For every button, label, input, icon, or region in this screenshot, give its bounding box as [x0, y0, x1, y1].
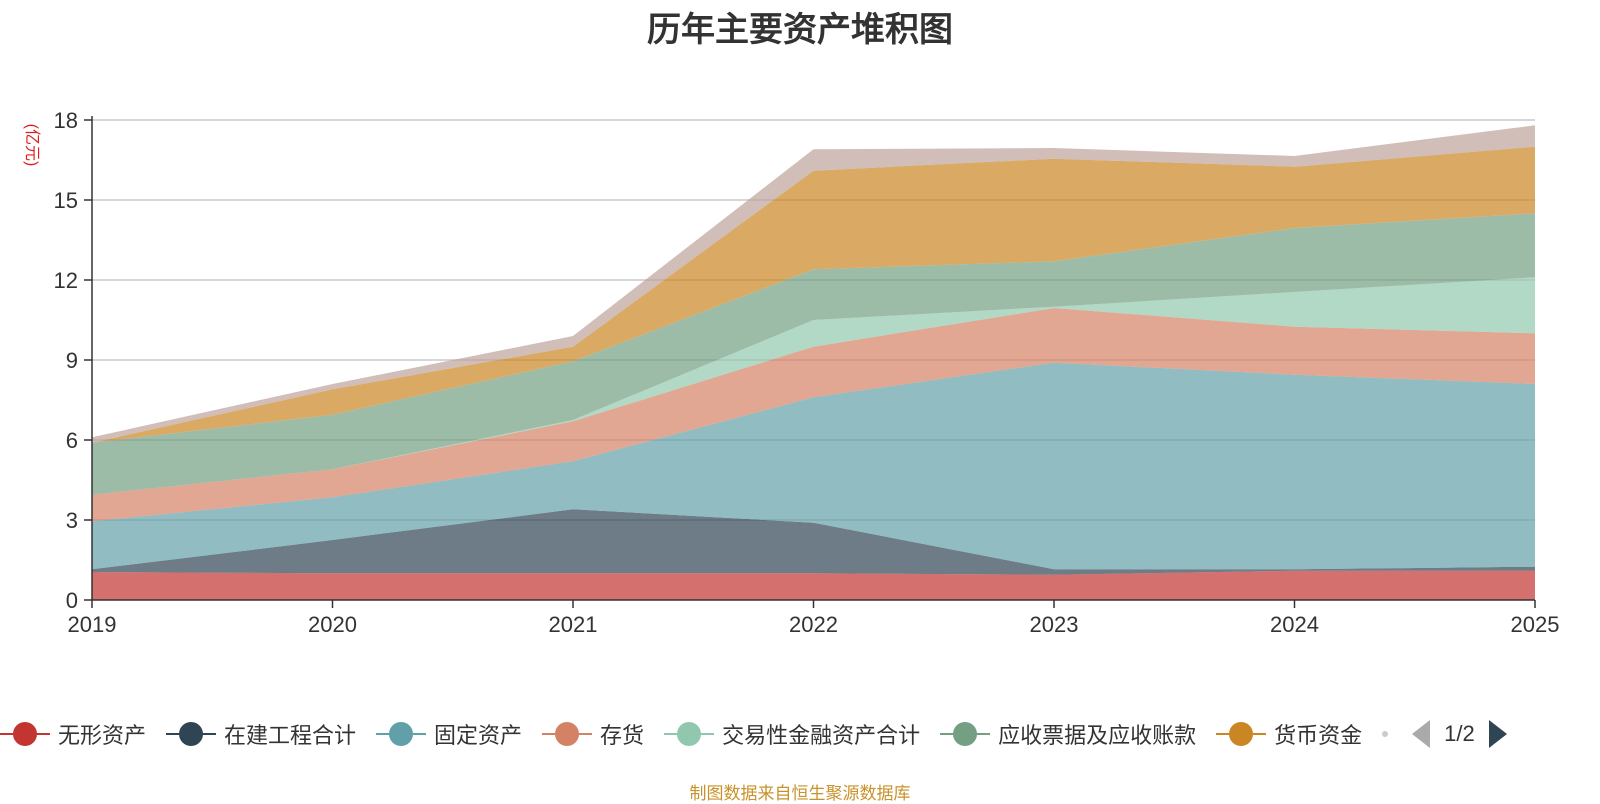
x-tick-label: 2022	[789, 612, 838, 637]
legend-overflow-icon	[1382, 731, 1389, 737]
area-series[interactable]: 应收票据及应收账款	[92, 213, 1535, 495]
y-tick-label: 9	[66, 348, 78, 373]
area-series[interactable]: 固定资产	[92, 362, 1535, 570]
legend-item[interactable]: 应收票据及应收账款	[940, 718, 1196, 750]
legend-label: 固定资产	[434, 723, 523, 748]
area-layer: 无形资产在建工程合计固定资产存货交易性金融资产合计应收票据及应收账款货币资金其他…	[92, 125, 1535, 600]
legend-label: 无形资产	[58, 723, 147, 748]
area-series[interactable]: 交易性金融资产合计	[92, 277, 1535, 495]
legend-label: 货币资金	[1274, 723, 1363, 748]
y-tick-label: 15	[54, 188, 78, 213]
y-tick-label: 12	[54, 268, 78, 293]
y-axis-unit-label: (亿元)	[23, 124, 41, 167]
legend-prev-page-icon[interactable]	[1412, 720, 1431, 748]
legend-item[interactable]: 货币资金	[1216, 718, 1362, 750]
x-tick-label: 2023	[1030, 612, 1079, 637]
y-tick-label: 18	[54, 108, 78, 133]
legend-swatch-icon	[166, 722, 217, 746]
area-series[interactable]: 存货	[92, 308, 1535, 522]
y-tick-label: 6	[66, 428, 78, 453]
legend-page-indicator: 1/2	[1444, 721, 1475, 746]
area-series[interactable]: 其他资产	[92, 125, 1535, 443]
legend-next-page-icon[interactable]	[1488, 720, 1507, 748]
axis-layer: 0 3 6 9 12 15 18 2019 2020 2021 2022 2023 2024 2025	[54, 108, 1560, 637]
legend-item[interactable]: 在建工程合计	[166, 718, 356, 750]
legend-item[interactable]: 存货	[542, 718, 644, 750]
x-tick-label: 2024	[1270, 612, 1319, 637]
legend: 无形资产 在建工程合计 固定资产 存货 交易性金融资产合计 应收票据及应收账款 货币资金 1/…	[0, 714, 1507, 754]
legend-item[interactable]: 固定资产	[376, 718, 522, 750]
x-tick-label: 2025	[1511, 612, 1560, 637]
legend-item[interactable]: 交易性金融资产合计	[664, 718, 920, 750]
y-tick-label: 0	[66, 588, 78, 613]
legend-pager: 1/2	[1412, 720, 1507, 748]
chart-title: 历年主要资产堆积图	[647, 11, 953, 49]
legend-swatch-icon	[940, 722, 991, 746]
x-tick-label: 2020	[308, 612, 357, 637]
source-note: 制图数据来自恒生聚源数据库	[689, 784, 911, 803]
legend-label: 应收票据及应收账款	[998, 723, 1197, 748]
legend-label: 交易性金融资产合计	[722, 723, 921, 748]
x-tick-label: 2021	[549, 612, 598, 637]
legend-swatch-icon	[0, 722, 50, 746]
legend-item[interactable]: 无形资产	[0, 718, 146, 750]
legend-swatch-icon	[1216, 722, 1267, 746]
legend-swatch-icon	[664, 722, 715, 746]
legend-swatch-icon	[542, 722, 593, 746]
legend-label: 存货	[600, 723, 645, 748]
legend-label: 在建工程合计	[224, 723, 357, 748]
area-series[interactable]: 在建工程合计	[92, 509, 1535, 575]
area-series[interactable]: 无形资产	[92, 570, 1535, 600]
area-series[interactable]: 货币资金	[92, 146, 1535, 443]
y-tick-label: 3	[66, 508, 78, 533]
x-tick-label: 2019	[68, 612, 117, 637]
legend-swatch-icon	[376, 722, 427, 746]
